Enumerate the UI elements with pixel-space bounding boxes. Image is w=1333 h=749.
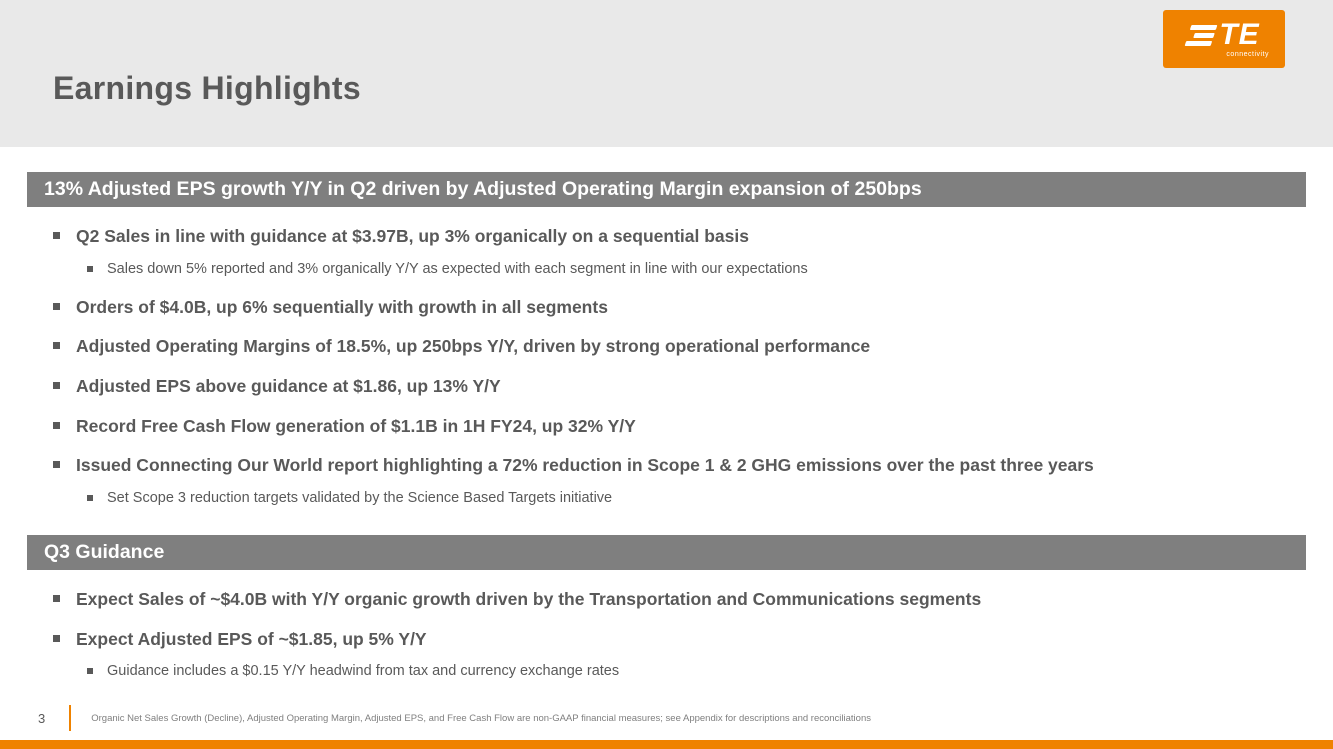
square-bullet-icon bbox=[53, 382, 60, 390]
bullet-item: Orders of $4.0B, up 6% sequentially with… bbox=[53, 297, 1333, 318]
q3-guidance-bullet-list: Expect Sales of ~$4.0B with Y/Y organic … bbox=[53, 589, 1333, 680]
bullet-text: Record Free Cash Flow generation of $1.1… bbox=[76, 415, 636, 436]
sub-bullet-item: Guidance includes a $0.15 Y/Y headwind f… bbox=[87, 663, 1333, 680]
logo-bars-icon bbox=[1184, 24, 1218, 46]
square-bullet-icon bbox=[53, 461, 60, 469]
bullet-item: Issued Connecting Our World report highl… bbox=[53, 455, 1333, 476]
slide-footer: 3 Organic Net Sales Growth (Decline), Ad… bbox=[0, 703, 871, 733]
page-number: 3 bbox=[38, 710, 46, 726]
slide-header: Earnings Highlights TE connectivity bbox=[0, 0, 1333, 147]
te-connectivity-logo: TE connectivity bbox=[1163, 10, 1285, 68]
bullet-text: Expect Adjusted EPS of ~$1.85, up 5% Y/Y bbox=[76, 628, 427, 649]
footer-divider bbox=[69, 705, 72, 731]
bullet-text: Sales down 5% reported and 3% organicall… bbox=[107, 260, 808, 277]
bullet-text: Adjusted EPS above guidance at $1.86, up… bbox=[76, 376, 501, 397]
sub-bullet-item: Set Scope 3 reduction targets validated … bbox=[87, 490, 1333, 507]
square-bullet-icon bbox=[53, 302, 60, 310]
bullet-text: Issued Connecting Our World report highl… bbox=[76, 455, 1094, 476]
logo-text: TE bbox=[1219, 18, 1260, 51]
square-bullet-icon bbox=[53, 595, 60, 603]
square-bullet-icon bbox=[53, 342, 60, 350]
square-bullet-icon bbox=[53, 421, 60, 429]
bullet-item: Adjusted Operating Margins of 18.5%, up … bbox=[53, 336, 1333, 357]
bullet-text: Expect Sales of ~$4.0B with Y/Y organic … bbox=[76, 589, 982, 610]
sub-bullet-item: Sales down 5% reported and 3% organicall… bbox=[87, 261, 1333, 278]
logo-mark: TE bbox=[1184, 18, 1260, 51]
q2-highlights-bullet-list: Q2 Sales in line with guidance at $3.97B… bbox=[53, 226, 1333, 507]
section-banner-q2-highlights: 13% Adjusted EPS growth Y/Y in Q2 driven… bbox=[27, 172, 1306, 207]
square-bullet-icon bbox=[53, 634, 60, 642]
square-bullet-icon bbox=[87, 668, 93, 675]
bullet-item: Adjusted EPS above guidance at $1.86, up… bbox=[53, 376, 1333, 397]
bullet-item: Expect Sales of ~$4.0B with Y/Y organic … bbox=[53, 589, 1333, 610]
section-banner-q3-guidance: Q3 Guidance bbox=[27, 535, 1306, 571]
bullet-item: Record Free Cash Flow generation of $1.1… bbox=[53, 416, 1333, 437]
slide-body: 13% Adjusted EPS growth Y/Y in Q2 driven… bbox=[0, 147, 1333, 680]
page-title: Earnings Highlights bbox=[53, 70, 361, 106]
bullet-text: Adjusted Operating Margins of 18.5%, up … bbox=[76, 336, 871, 357]
footnote: Organic Net Sales Growth (Decline), Adju… bbox=[91, 712, 871, 724]
square-bullet-icon bbox=[53, 232, 60, 239]
bullet-text: Guidance includes a $0.15 Y/Y headwind f… bbox=[107, 663, 620, 680]
bullet-text: Q2 Sales in line with guidance at $3.97B… bbox=[76, 226, 749, 246]
bottom-accent-bar bbox=[0, 740, 1333, 749]
logo-subtext: connectivity bbox=[1226, 51, 1269, 58]
square-bullet-icon bbox=[87, 265, 93, 272]
bullet-item: Q2 Sales in line with guidance at $3.97B… bbox=[53, 226, 1333, 247]
square-bullet-icon bbox=[87, 494, 93, 501]
bullet-text: Set Scope 3 reduction targets validated … bbox=[107, 489, 613, 506]
bullet-item: Expect Adjusted EPS of ~$1.85, up 5% Y/Y bbox=[53, 629, 1333, 650]
bullet-text: Orders of $4.0B, up 6% sequentially with… bbox=[76, 296, 608, 317]
